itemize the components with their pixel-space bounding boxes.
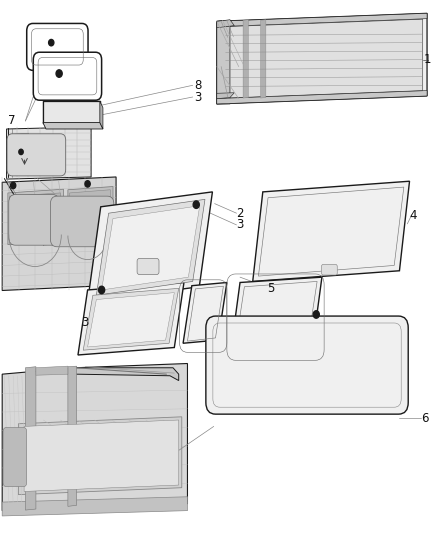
Polygon shape	[217, 91, 427, 104]
Circle shape	[85, 181, 90, 187]
Circle shape	[19, 149, 23, 155]
FancyBboxPatch shape	[9, 195, 59, 245]
Text: 3: 3	[81, 316, 88, 329]
FancyBboxPatch shape	[137, 259, 159, 274]
Polygon shape	[261, 20, 266, 98]
Circle shape	[56, 70, 62, 77]
FancyBboxPatch shape	[321, 264, 337, 275]
Text: 7: 7	[8, 115, 15, 127]
Polygon shape	[2, 364, 187, 511]
Text: 6: 6	[421, 412, 429, 425]
Polygon shape	[11, 154, 28, 173]
Polygon shape	[36, 366, 68, 375]
Polygon shape	[100, 101, 103, 129]
Polygon shape	[25, 367, 36, 510]
Polygon shape	[217, 13, 427, 104]
Polygon shape	[102, 206, 200, 290]
Text: 3: 3	[194, 91, 201, 103]
Polygon shape	[96, 199, 205, 295]
Polygon shape	[70, 190, 110, 242]
FancyBboxPatch shape	[7, 134, 66, 176]
Polygon shape	[88, 293, 174, 347]
Polygon shape	[43, 101, 100, 123]
Polygon shape	[68, 187, 113, 246]
Polygon shape	[88, 192, 212, 302]
FancyBboxPatch shape	[27, 23, 88, 70]
Circle shape	[99, 286, 105, 294]
Polygon shape	[43, 123, 103, 129]
Circle shape	[193, 201, 199, 208]
Text: 5: 5	[267, 282, 275, 295]
Polygon shape	[226, 19, 423, 98]
Polygon shape	[68, 366, 77, 506]
FancyBboxPatch shape	[33, 52, 102, 100]
Polygon shape	[8, 189, 64, 245]
Polygon shape	[2, 177, 116, 290]
Text: 8: 8	[194, 79, 201, 92]
Polygon shape	[7, 127, 91, 179]
Polygon shape	[24, 420, 179, 491]
Polygon shape	[183, 282, 227, 343]
Polygon shape	[231, 277, 322, 351]
Polygon shape	[78, 282, 184, 355]
Polygon shape	[217, 20, 234, 28]
Polygon shape	[11, 133, 28, 152]
Text: 3: 3	[237, 219, 244, 231]
FancyBboxPatch shape	[3, 427, 27, 487]
Polygon shape	[243, 20, 248, 98]
Polygon shape	[68, 368, 179, 381]
Polygon shape	[217, 20, 230, 104]
FancyBboxPatch shape	[206, 316, 408, 414]
Polygon shape	[253, 181, 410, 281]
Polygon shape	[83, 288, 179, 350]
Text: 2: 2	[237, 207, 244, 220]
FancyBboxPatch shape	[50, 196, 114, 247]
Polygon shape	[10, 193, 60, 240]
Polygon shape	[18, 417, 182, 495]
Text: 4: 4	[410, 209, 417, 222]
Circle shape	[49, 39, 54, 46]
Polygon shape	[2, 497, 187, 516]
Text: 1: 1	[424, 53, 431, 66]
Circle shape	[313, 311, 319, 318]
Polygon shape	[217, 93, 234, 99]
Polygon shape	[217, 13, 427, 27]
Circle shape	[11, 182, 16, 189]
